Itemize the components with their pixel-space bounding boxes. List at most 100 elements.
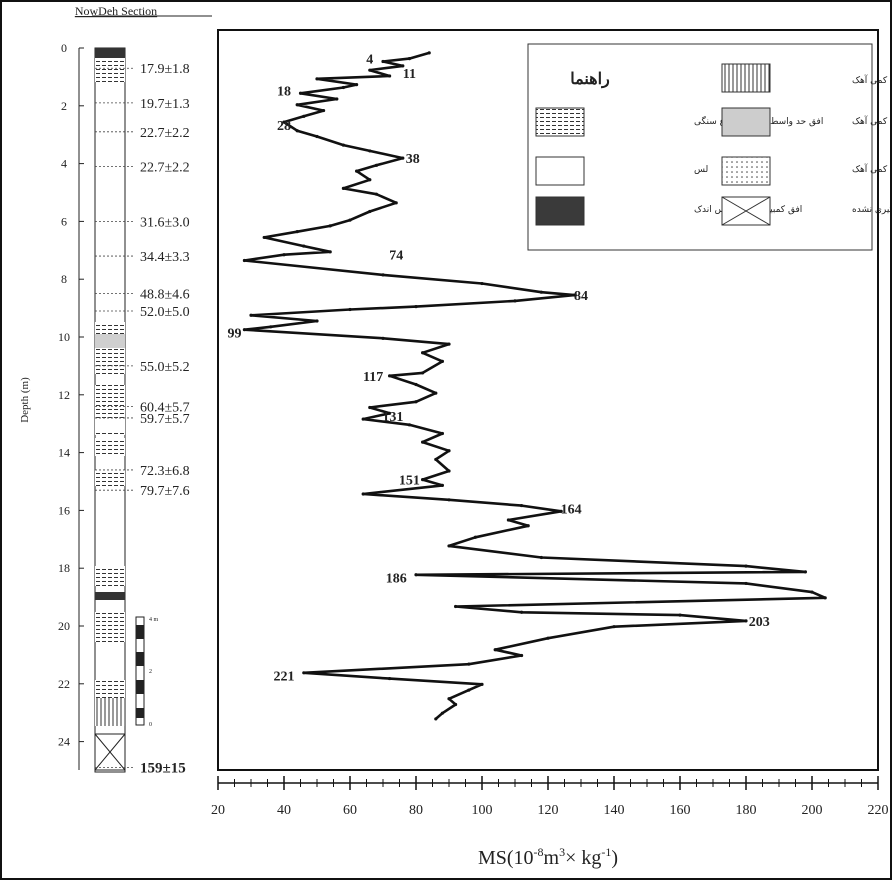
stratigraphic-column: NowDeh Section Depth (m) 024681012141618… [19,4,212,777]
layer-gray [95,334,125,348]
layer-hdash [95,348,125,374]
data-point [612,625,616,629]
data-point [506,518,510,522]
scale-label-mid: 2 [149,669,152,675]
layer-hdash [95,438,125,456]
data-point [520,610,524,614]
legend-swatch [535,196,585,226]
layer-hdash [95,566,125,586]
layer-dark [95,48,125,58]
depth-tick-label: 4 [61,157,67,171]
data-point [242,328,246,332]
data-point [421,478,425,482]
layer-blank [95,420,125,432]
data-point [493,648,497,652]
layer-hdash [95,58,125,82]
legend-label: اندازه گیری نشده [852,203,892,215]
data-point [348,218,352,222]
data-point [368,149,372,153]
x-tick-label: 80 [409,803,423,818]
legend-swatch [721,156,771,186]
data-point [388,411,392,415]
age-label: 31.6±3.0 [140,215,190,230]
data-point [401,64,405,68]
data-point [282,253,286,257]
scale-bar: 4 m 2 0 [135,616,159,728]
data-point [744,619,748,623]
data-point [361,492,365,496]
data-point [381,273,385,277]
data-point [803,570,808,574]
data-point [447,498,451,502]
age-label: 22.7±2.2 [140,126,190,141]
layer-hdash [95,612,125,642]
data-point [473,535,477,539]
data-point [447,544,451,548]
data-point [298,91,303,95]
depth-axis-label: Depth (m) [19,377,31,423]
data-point [513,299,517,303]
data-point [361,417,365,421]
depth-tick-label: 24 [58,735,70,749]
sample-label: 84 [574,289,588,304]
data-point [440,483,444,487]
data-point [810,590,814,594]
data-point [427,51,431,55]
data-point [394,201,398,205]
data-point [447,342,451,346]
data-point [440,431,444,436]
depth-tick-label: 20 [58,619,70,633]
data-point [447,697,451,701]
data-point [401,156,405,160]
cross-line [94,733,126,771]
data-point [381,336,385,340]
data-point [539,555,544,560]
age-label: 52.0±5.0 [140,305,190,320]
layer-hdash [95,470,125,486]
depth-tick-label: 8 [61,272,67,286]
data-point [302,114,306,118]
x-axis: 20 40 60 80 100 120 140 160 180 200 220 [211,776,889,818]
data-point [421,440,425,444]
data-point [341,85,345,90]
x-tick-label: 20 [211,803,225,818]
data-point [355,83,359,87]
data-point [282,120,286,124]
data-point [407,57,411,61]
data-point [388,676,392,681]
scale-label-bottom: 0 [149,722,152,728]
data-point [328,224,332,228]
layer-hdash [95,680,125,698]
data-point [823,596,827,600]
data-point [414,382,418,387]
sample-label: 203 [749,615,770,630]
data-point [454,702,458,707]
data-point [526,524,530,528]
data-point [348,307,352,312]
x-tick-label: 120 [538,803,559,818]
sample-label: 18 [277,84,291,99]
data-point [447,449,451,453]
data-point [341,186,345,190]
sample-label: 4 [366,53,373,68]
data-point [480,682,484,686]
data-point [368,178,372,182]
data-point [440,359,444,363]
age-label: 48.8±4.6 [140,288,190,303]
data-point [447,469,451,473]
ms-series [242,51,827,721]
sample-label: 38 [406,152,420,167]
sample-label: 164 [561,502,582,517]
sample-label: 131 [382,410,403,425]
sample-label: 117 [363,370,383,385]
data-point [374,163,378,167]
age-label: 22.7±2.2 [140,160,190,175]
data-point [678,613,682,617]
data-point [520,653,524,658]
depth-tick-label: 12 [58,388,70,402]
data-point [381,59,385,64]
depth-tick-label: 18 [58,561,70,575]
